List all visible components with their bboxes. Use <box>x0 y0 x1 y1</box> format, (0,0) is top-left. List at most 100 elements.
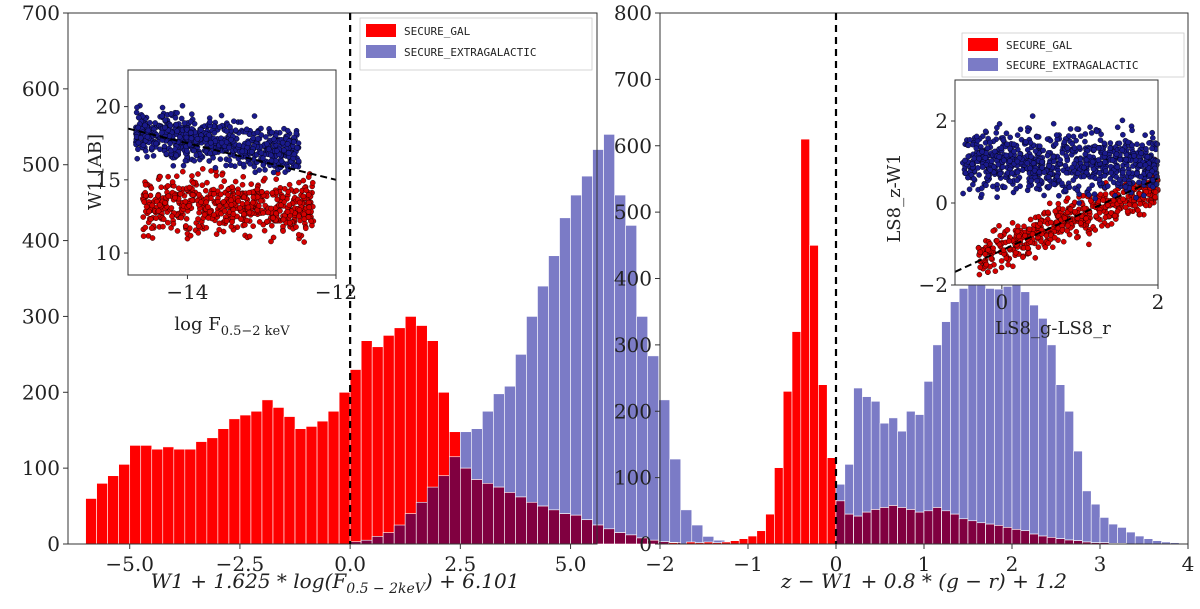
scatter-point <box>1137 211 1143 218</box>
scatter-point <box>160 216 167 223</box>
scatter-point <box>1064 145 1071 151</box>
y-tick-label: 400 <box>22 229 60 253</box>
scatter-point <box>270 215 276 221</box>
scatter-point <box>994 237 1000 244</box>
scatter-point <box>181 120 188 126</box>
scatter-point <box>141 199 148 205</box>
bar-overlap <box>870 509 881 545</box>
scatter-point <box>1077 220 1084 226</box>
scatter-point <box>268 157 275 164</box>
scatter-point <box>1006 238 1012 244</box>
scatter-point <box>1045 240 1052 246</box>
scatter-point <box>1059 206 1066 213</box>
legend-label-extragalactic: SECURE_EXTRAGALACTIC <box>404 46 536 59</box>
bar-overlap <box>471 479 483 545</box>
scatter-point <box>246 189 253 196</box>
scatter-point <box>1042 244 1049 251</box>
scatter-point <box>286 181 293 188</box>
scatter-point <box>987 167 993 173</box>
scatter-point <box>195 230 202 236</box>
scatter-point <box>1012 249 1019 256</box>
scatter-point <box>1037 143 1043 150</box>
scatter-point <box>1149 129 1156 136</box>
scatter-point <box>183 216 190 222</box>
scatter-point <box>1105 183 1111 189</box>
scatter-point <box>165 193 172 200</box>
scatter-point <box>155 208 162 214</box>
bar-overlap <box>415 501 428 545</box>
scatter-point <box>1119 147 1126 153</box>
scatter-point <box>199 182 206 188</box>
bar-gal <box>206 437 219 545</box>
y-tick-label: 500 <box>22 153 60 177</box>
scatter-point <box>228 223 235 230</box>
x-tick-label: 2.5 <box>444 552 476 576</box>
scatter-point <box>1051 234 1058 241</box>
scatter-point <box>159 129 165 136</box>
y-tick-label: 200 <box>22 380 60 404</box>
bar-gal <box>96 483 108 545</box>
scatter-point <box>159 113 165 119</box>
scatter-point <box>173 152 180 159</box>
bar-gal <box>382 335 395 545</box>
scatter-point <box>182 198 189 205</box>
scatter-point <box>150 153 157 159</box>
scatter-point <box>1102 159 1108 165</box>
scatter-point <box>1050 153 1057 160</box>
left-inset-ticks: −14 −12 10 15 20 <box>96 95 358 304</box>
scatter-point <box>279 139 286 146</box>
scatter-point <box>205 204 211 210</box>
scatter-point <box>148 225 155 231</box>
scatter-point <box>1107 140 1114 146</box>
scatter-point <box>982 251 988 258</box>
bar-overlap <box>603 528 615 545</box>
bar-gal <box>809 245 819 545</box>
scatter-point <box>996 223 1002 229</box>
scatter-point <box>1021 223 1027 230</box>
scatter-point <box>1096 176 1103 183</box>
left-histogram-panel: −5.0 −2.5 0.0 2.5 5.00100200300400500600700 … <box>22 1 726 597</box>
scatter-point <box>1140 192 1147 199</box>
scatter-point <box>1045 174 1052 180</box>
scatter-point <box>240 173 247 180</box>
scatter-point <box>1074 126 1080 132</box>
scatter-point <box>256 202 262 209</box>
y-tick-label: 400 <box>614 267 652 291</box>
scatter-point <box>1122 183 1129 190</box>
scatter-point <box>135 114 142 121</box>
scatter-point <box>1142 132 1148 138</box>
scatter-point <box>976 271 983 278</box>
scatter-point <box>1057 157 1063 163</box>
scatter-point <box>193 152 200 159</box>
scatter-point <box>248 148 255 155</box>
scatter-point <box>1073 228 1080 235</box>
scatter-point <box>290 139 297 145</box>
scatter-point <box>207 150 213 157</box>
scatter-point <box>1010 263 1016 270</box>
scatter-point <box>250 194 257 201</box>
scatter-point <box>1112 212 1118 219</box>
scatter-point <box>246 233 253 240</box>
scatter-point <box>303 187 310 194</box>
scatter-point <box>966 186 973 193</box>
scatter-point <box>1108 210 1114 216</box>
scatter-point <box>260 162 267 168</box>
scatter-point <box>140 142 147 148</box>
scatter-point <box>221 208 228 214</box>
bar-overlap <box>853 515 863 545</box>
bar-extragalactic <box>985 288 995 545</box>
scatter-point <box>1060 238 1067 245</box>
scatter-point <box>172 194 178 201</box>
scatter-point <box>162 117 169 123</box>
scatter-point <box>1051 158 1057 165</box>
scatter-point <box>163 150 170 157</box>
legend-label-gal: SECURE_GAL <box>404 25 471 38</box>
scatter-point <box>195 216 201 222</box>
scatter-point <box>1034 177 1040 184</box>
scatter-point <box>229 184 235 190</box>
bar-gal <box>140 445 153 545</box>
bar-extragalactic <box>548 255 560 545</box>
left-ticks: −5.0 −2.5 0.0 2.5 5.0 0 100 200 300 400 500 600 700 <box>22 1 587 576</box>
scatter-point <box>1022 232 1028 239</box>
scatter-point <box>202 187 209 194</box>
